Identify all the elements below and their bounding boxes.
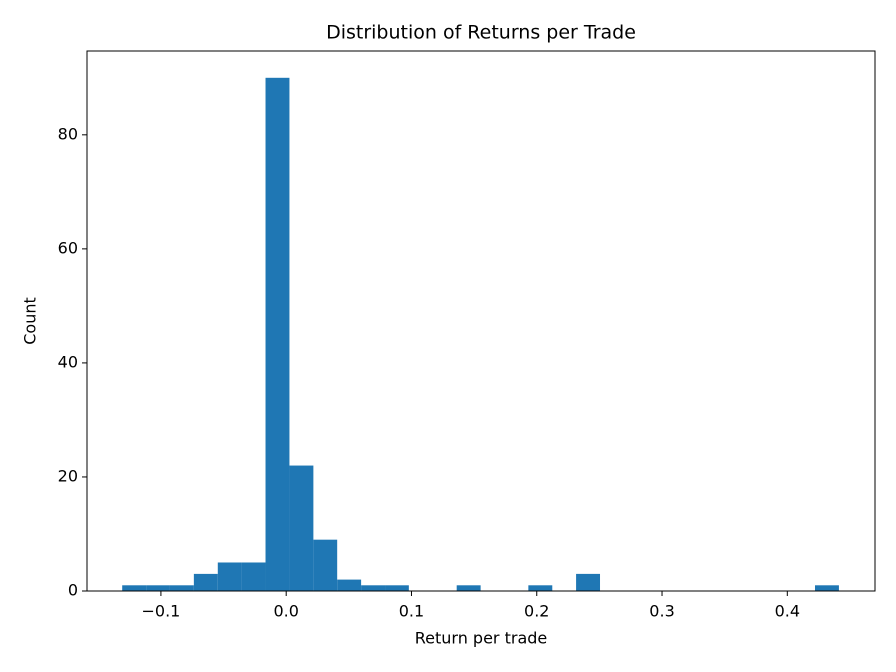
bar — [456, 585, 481, 591]
y-tick-label: 0 — [68, 581, 78, 600]
bar — [313, 539, 338, 591]
y-tick-label: 80 — [58, 124, 78, 143]
x-tick-label: −0.1 — [141, 602, 180, 621]
bar — [265, 77, 290, 592]
chart-title: Distribution of Returns per Trade — [326, 22, 636, 44]
x-tick-label: 0.2 — [524, 602, 549, 621]
y-tick-label: 40 — [58, 352, 78, 371]
x-axis-label: Return per trade — [415, 629, 548, 648]
bar — [576, 573, 601, 591]
x-tick-label: 0.3 — [649, 602, 674, 621]
bar — [814, 585, 839, 591]
x-tick-label: 0.4 — [775, 602, 800, 621]
x-tick-label: 0.0 — [273, 602, 298, 621]
bar — [169, 585, 194, 591]
bar — [146, 585, 170, 591]
bar — [122, 585, 147, 591]
y-tick-label: 60 — [58, 238, 78, 257]
bar — [528, 585, 553, 591]
bar — [241, 562, 266, 591]
bar — [385, 585, 409, 591]
bar — [361, 585, 386, 591]
x-tick-label: 0.1 — [399, 602, 424, 621]
bar — [217, 562, 242, 591]
y-tick-label: 20 — [58, 466, 78, 485]
bar — [337, 579, 362, 591]
bar — [289, 465, 314, 591]
plot-frame — [86, 50, 876, 592]
y-axis-label: Count — [21, 297, 40, 345]
bar — [193, 573, 218, 591]
